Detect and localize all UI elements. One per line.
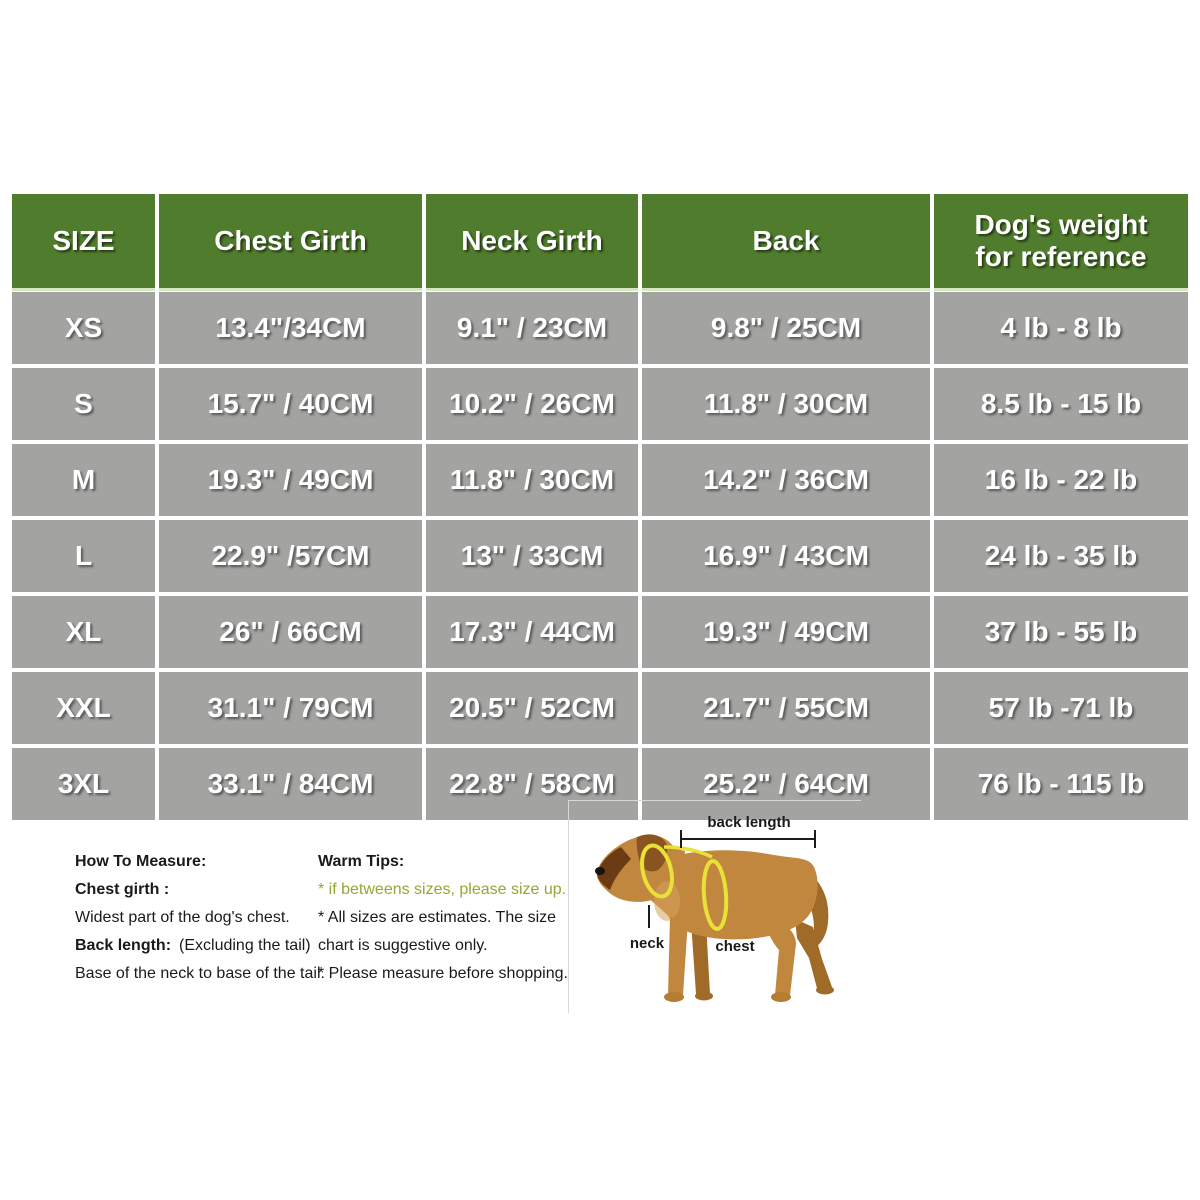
cell-weight: 37 lb - 55 lb <box>934 596 1188 668</box>
cell-neck: 22.8" / 58CM <box>426 748 638 820</box>
how-to-measure-title: How To Measure: <box>75 853 207 870</box>
cell-chest: 26" / 66CM <box>159 596 422 668</box>
warm-tips-title: Warm Tips: <box>318 853 405 870</box>
column-header-size: SIZE <box>12 194 155 288</box>
dog-measurement-diagram: back length neck chest <box>568 800 861 1013</box>
dog-near-front-paw <box>664 992 684 1002</box>
tip-estimates: * All sizes are estimates. The size char… <box>318 909 557 954</box>
cell-size: XXL <box>12 672 155 744</box>
cell-chest: 22.9" /57CM <box>159 520 422 592</box>
cell-neck: 11.8" / 30CM <box>426 444 638 516</box>
back-length-label: Back length: <box>75 937 172 954</box>
dog-body <box>661 850 818 940</box>
dog-nose <box>595 867 605 875</box>
cell-weight: 76 lb - 115 lb <box>934 748 1188 820</box>
cell-neck: 13" / 33CM <box>426 520 638 592</box>
cell-back: 19.3" / 49CM <box>642 596 930 668</box>
table-header-row: SIZE Chest Girth Neck Girth Back Dog's w… <box>12 194 1188 288</box>
cell-size: L <box>12 520 155 592</box>
chest-girth-description: Widest part of the dog's chest. <box>75 909 290 926</box>
dog-near-hind-leg <box>763 917 796 995</box>
table-row: XXL 31.1" / 79CM 20.5" / 52CM 21.7" / 55… <box>12 672 1188 744</box>
how-to-measure-section: How To Measure: Chest girth : Widest par… <box>75 848 335 988</box>
harness-chest-strap <box>701 859 729 931</box>
table-row: XL 26" / 66CM 17.3" / 44CM 19.3" / 49CM … <box>12 596 1188 668</box>
cell-size: S <box>12 368 155 440</box>
back-length-description: Base of the neck to base of the tail. <box>75 965 325 982</box>
cell-back: 14.2" / 36CM <box>642 444 930 516</box>
cell-weight: 8.5 lb - 15 lb <box>934 368 1188 440</box>
cell-back: 9.8" / 25CM <box>642 292 930 364</box>
dog-muzzle <box>597 847 631 890</box>
dog-chest-shading <box>654 881 680 921</box>
column-header-weight-label: Dog's weight for reference <box>974 208 1148 272</box>
cell-neck: 9.1" / 23CM <box>426 292 638 364</box>
cell-weight: 57 lb -71 lb <box>934 672 1188 744</box>
back-length-diagram-label: back length <box>707 814 790 831</box>
cell-size: M <box>12 444 155 516</box>
table-row: 3XL 33.1" / 84CM 22.8" / 58CM 25.2" / 64… <box>12 748 1188 820</box>
harness-neck-strap <box>640 843 674 899</box>
table-row: XS 13.4"/34CM 9.1" / 23CM 9.8" / 25CM 4 … <box>12 292 1188 364</box>
column-header-weight: Dog's weight for reference <box>934 194 1188 288</box>
back-length-line: Back length: (Excluding the tail) <box>75 932 335 960</box>
cell-weight: 24 lb - 35 lb <box>934 520 1188 592</box>
column-header-chest-girth: Chest Girth <box>159 194 422 288</box>
cell-chest: 15.7" / 40CM <box>159 368 422 440</box>
cell-neck: 20.5" / 52CM <box>426 672 638 744</box>
chest-girth-label: Chest girth : <box>75 881 170 898</box>
cell-back: 21.7" / 55CM <box>642 672 930 744</box>
cell-back: 25.2" / 64CM <box>642 748 930 820</box>
dog-far-front-paw <box>695 991 713 1001</box>
dog-illustration: back length neck chest <box>595 814 834 1002</box>
dog-far-hind-paw <box>816 985 834 995</box>
size-chart-table: SIZE Chest Girth Neck Girth Back Dog's w… <box>8 190 1192 824</box>
table-row: S 15.7" / 40CM 10.2" / 26CM 11.8" / 30CM… <box>12 368 1188 440</box>
cell-chest: 19.3" / 49CM <box>159 444 422 516</box>
back-length-note: (Excluding the tail) <box>179 937 311 954</box>
cell-neck: 17.3" / 44CM <box>426 596 638 668</box>
chest-diagram-label: chest <box>715 938 754 955</box>
harness-back-strap <box>663 845 713 859</box>
cell-neck: 10.2" / 26CM <box>426 368 638 440</box>
cell-chest: 33.1" / 84CM <box>159 748 422 820</box>
dog-far-hind-leg <box>795 919 832 992</box>
tip-measure-first: * Please measure before shopping. <box>318 965 568 982</box>
column-header-neck-girth: Neck Girth <box>426 194 638 288</box>
column-header-back: Back <box>642 194 930 288</box>
cell-size: 3XL <box>12 748 155 820</box>
neck-diagram-label: neck <box>630 935 665 952</box>
table-row: M 19.3" / 49CM 11.8" / 30CM 14.2" / 36CM… <box>12 444 1188 516</box>
dog-ear <box>636 834 668 872</box>
cell-size: XS <box>12 292 155 364</box>
cell-chest: 31.1" / 79CM <box>159 672 422 744</box>
cell-size: XL <box>12 596 155 668</box>
cell-weight: 16 lb - 22 lb <box>934 444 1188 516</box>
warm-tips-section: Warm Tips: * if betweens sizes, please s… <box>318 848 574 988</box>
cell-back: 16.9" / 43CM <box>642 520 930 592</box>
cell-back: 11.8" / 30CM <box>642 368 930 440</box>
cell-chest: 13.4"/34CM <box>159 292 422 364</box>
table-row: L 22.9" /57CM 13" / 33CM 16.9" / 43CM 24… <box>12 520 1188 592</box>
dog-near-front-leg <box>668 917 688 995</box>
cell-weight: 4 lb - 8 lb <box>934 292 1188 364</box>
dog-far-front-leg <box>691 921 710 994</box>
dog-near-hind-paw <box>771 992 791 1002</box>
tip-size-up: * if betweens sizes, please size up. <box>318 881 567 898</box>
